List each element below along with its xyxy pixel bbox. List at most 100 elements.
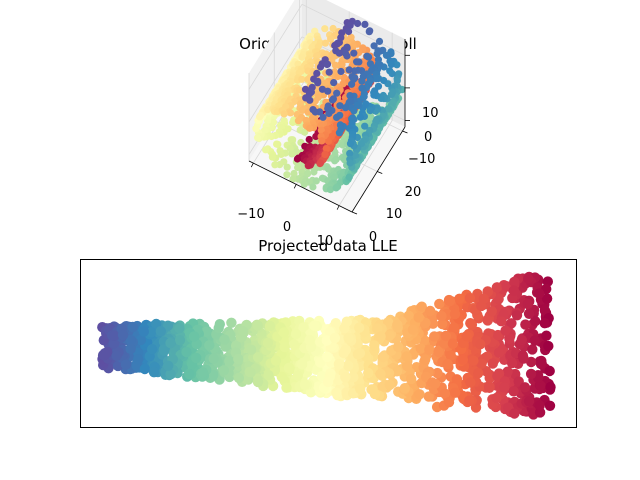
data-point: [321, 25, 329, 33]
data-point: [506, 318, 517, 329]
data-point: [254, 134, 262, 142]
data-point: [264, 320, 276, 332]
data-point: [290, 328, 302, 340]
data-point: [354, 19, 362, 28]
data-point: [520, 319, 531, 330]
data-point: [534, 400, 545, 411]
data-point: [331, 387, 342, 398]
data-point: [356, 113, 364, 121]
data-point: [382, 51, 390, 59]
data-point: [461, 330, 472, 342]
y-tick-label: 20: [405, 185, 422, 200]
data-point: [377, 351, 389, 363]
data-point: [437, 318, 448, 330]
data-point: [354, 322, 365, 333]
data-point: [509, 276, 520, 288]
data-point: [384, 379, 395, 391]
data-point: [219, 334, 230, 345]
data-point: [278, 327, 290, 338]
data-point: [112, 360, 124, 372]
data-point: [450, 387, 461, 398]
data-point: [277, 150, 285, 158]
data-point: [208, 353, 219, 364]
data-point: [270, 355, 282, 366]
data-point: [290, 169, 298, 178]
data-point: [370, 91, 378, 99]
data-point: [325, 68, 333, 76]
data-point: [416, 301, 427, 312]
data-point: [158, 344, 169, 355]
data-point: [289, 118, 297, 127]
data-point: [263, 370, 274, 381]
data-point: [525, 368, 537, 380]
data-point: [237, 326, 249, 337]
data-point: [509, 408, 520, 419]
data-point: [252, 376, 264, 388]
data-point: [345, 173, 353, 181]
data-point: [543, 340, 554, 352]
data-point: [491, 282, 503, 293]
data-point: [117, 329, 129, 341]
data-point: [327, 35, 335, 43]
data-point: [323, 60, 331, 69]
data-point: [478, 293, 489, 304]
data-point: [273, 140, 281, 148]
data-point: [333, 113, 341, 121]
data-point: [508, 386, 519, 397]
data-point: [289, 175, 297, 183]
plot-frame: [80, 259, 577, 428]
data-point: [324, 87, 332, 95]
data-point: [434, 298, 445, 310]
data-point: [335, 49, 343, 57]
data-point: [535, 358, 547, 370]
data-point: [516, 334, 527, 346]
data-point: [499, 382, 510, 393]
lle-points: [97, 271, 556, 420]
data-point: [529, 335, 540, 346]
data-point: [183, 368, 195, 380]
data-point: [354, 348, 366, 359]
data-point: [148, 367, 160, 378]
data-point: [311, 108, 319, 116]
data-point: [425, 305, 436, 317]
data-point: [451, 374, 463, 385]
data-point: [146, 344, 158, 355]
data-point: [300, 180, 308, 188]
z-tick-label: −10: [408, 152, 435, 167]
y-tick-label: 0: [369, 230, 377, 245]
data-point: [384, 105, 392, 113]
z-tick-label: 0: [424, 130, 432, 145]
data-point: [322, 351, 333, 363]
data-point: [384, 330, 395, 341]
data-point: [213, 322, 224, 334]
data-point: [448, 322, 460, 333]
data-point: [125, 343, 136, 355]
data-point: [111, 350, 122, 361]
data-point: [337, 67, 345, 76]
data-point: [252, 320, 263, 331]
tick-mark: [250, 162, 254, 168]
data-point: [224, 355, 235, 367]
data-point: [401, 351, 412, 362]
data-point: [420, 354, 431, 365]
data-point: [539, 305, 551, 316]
data-point: [517, 350, 529, 361]
data-point: [318, 137, 326, 145]
data-point: [336, 102, 344, 110]
data-point: [449, 308, 461, 320]
data-point: [226, 317, 237, 328]
data-point: [361, 122, 369, 130]
data-point: [387, 60, 395, 69]
data-point: [218, 365, 230, 376]
data-point: [475, 339, 486, 350]
data-point: [492, 329, 504, 341]
data-point: [331, 61, 339, 69]
gridline: [301, 3, 406, 56]
data-point: [317, 126, 325, 134]
data-point: [427, 318, 439, 329]
data-point: [162, 320, 174, 331]
data-point: [174, 335, 186, 346]
data-point: [298, 106, 306, 114]
data-point: [464, 292, 476, 304]
data-point: [491, 392, 502, 404]
